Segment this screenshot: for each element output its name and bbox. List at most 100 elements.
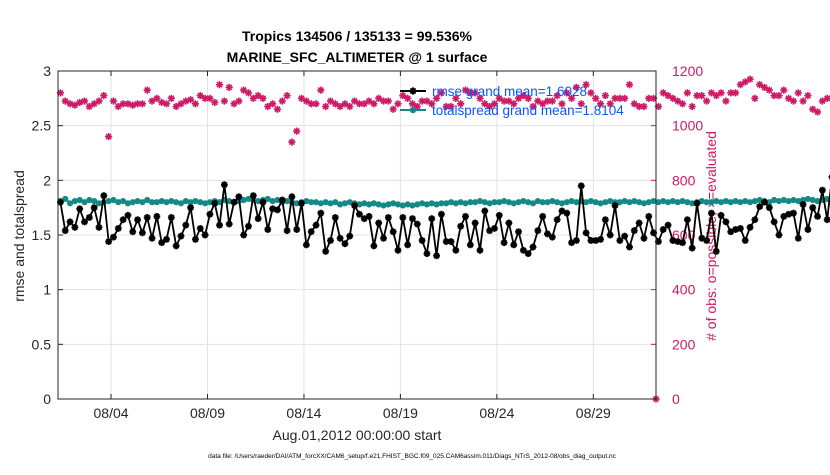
rmse-point	[631, 227, 638, 234]
rmse-point	[245, 223, 252, 230]
obs-point	[245, 89, 252, 96]
rmse-point	[626, 244, 633, 251]
legend-rmse-label: rmse grand mean=1.6028	[432, 84, 587, 99]
obs-point	[732, 89, 739, 96]
rmse-point	[100, 192, 107, 199]
rmse-point	[530, 244, 537, 251]
rmse-point	[182, 222, 189, 229]
rmse-point	[467, 241, 474, 248]
y-tick-label: 2.5	[32, 118, 52, 134]
rmse-point	[409, 215, 416, 222]
obs-point	[105, 133, 112, 140]
rmse-point	[264, 226, 271, 233]
y-right-tick-label: 200	[672, 336, 696, 352]
obs-point	[790, 97, 797, 104]
rmse-point	[216, 222, 223, 229]
rmse-point	[255, 215, 262, 222]
rmse-point	[597, 236, 604, 243]
rmse-point	[645, 213, 652, 220]
rmse-point	[607, 232, 614, 239]
rmse-point	[438, 211, 445, 218]
obs-point	[626, 81, 633, 88]
rmse-point	[525, 250, 532, 257]
rmse-point	[602, 216, 609, 223]
rmse-point	[76, 205, 83, 212]
y-tick-label: 0	[43, 391, 51, 407]
rmse-point	[573, 237, 580, 244]
rmse-point	[703, 237, 710, 244]
rmse-point	[279, 197, 286, 204]
obs-point	[751, 95, 758, 102]
rmse-point	[737, 225, 744, 232]
rmse-point	[809, 204, 816, 211]
rmse-point	[211, 200, 218, 207]
obs-point	[679, 100, 686, 107]
rmse-point	[231, 199, 238, 206]
y-axis-label: rmse and totalspread	[11, 170, 27, 302]
obs-point	[283, 92, 290, 99]
rmse-point	[351, 202, 358, 209]
obs-point	[279, 97, 286, 104]
rmse-point	[679, 239, 686, 246]
obs-point	[404, 95, 411, 102]
x-tick-label: 08/09	[190, 405, 225, 421]
obs-point	[684, 89, 691, 96]
obs-point	[259, 95, 266, 102]
rmse-point	[766, 204, 773, 211]
rmse-point	[795, 235, 802, 242]
rmse-point	[178, 233, 185, 240]
obs-point	[703, 97, 710, 104]
rmse-point	[510, 241, 517, 248]
rmse-point	[375, 220, 382, 227]
rmse-point	[390, 228, 397, 235]
obs-point	[346, 103, 353, 110]
obs-point	[100, 92, 107, 99]
obs-point	[144, 87, 151, 94]
rmse-point	[824, 216, 830, 223]
y-tick-label: 0.5	[32, 336, 52, 352]
rmse-point	[303, 241, 310, 248]
rmse-point	[144, 214, 151, 221]
rmse-point	[62, 227, 69, 234]
rmse-point	[153, 213, 160, 220]
y-right-tick-label: 800	[672, 172, 696, 188]
rmse-point	[805, 226, 812, 233]
rmse-point	[419, 237, 426, 244]
rmse-point	[192, 236, 199, 243]
rmse-point	[313, 222, 320, 229]
y-right-tick-label: 400	[672, 282, 696, 298]
rmse-point	[694, 200, 701, 207]
rmse-point	[288, 193, 295, 200]
rmse-point	[308, 228, 315, 235]
chart-title: Tropics 134506 / 135133 = 99.536%	[242, 28, 473, 44]
rmse-point	[125, 212, 132, 219]
rmse-point	[293, 226, 300, 233]
rmse-point	[433, 252, 440, 259]
rmse-point	[226, 221, 233, 228]
obs-point	[587, 89, 594, 96]
obs-point	[312, 100, 319, 107]
obs-point	[775, 92, 782, 99]
rmse-point	[187, 204, 194, 211]
y-tick-label: 3	[43, 63, 51, 79]
plot-data	[57, 76, 830, 403]
y-axis-right-label: # of obs: o=possible; ×=evaluated	[703, 131, 719, 341]
rmse-point	[684, 216, 691, 223]
rmse-point	[240, 232, 247, 239]
obs-point	[370, 100, 377, 107]
obs-point	[698, 92, 705, 99]
rmse-point	[814, 213, 821, 220]
rmse-point	[86, 214, 93, 221]
obs-point	[317, 87, 324, 94]
rmse-point	[819, 187, 826, 194]
obs-point	[274, 106, 281, 113]
rmse-point	[337, 235, 344, 242]
rmse-point	[534, 227, 541, 234]
rmse-point	[776, 232, 783, 239]
rmse-point	[110, 234, 117, 241]
rmse-point	[370, 243, 377, 250]
obs-point	[718, 89, 725, 96]
rmse-point	[366, 213, 373, 220]
rmse-point	[481, 208, 488, 215]
